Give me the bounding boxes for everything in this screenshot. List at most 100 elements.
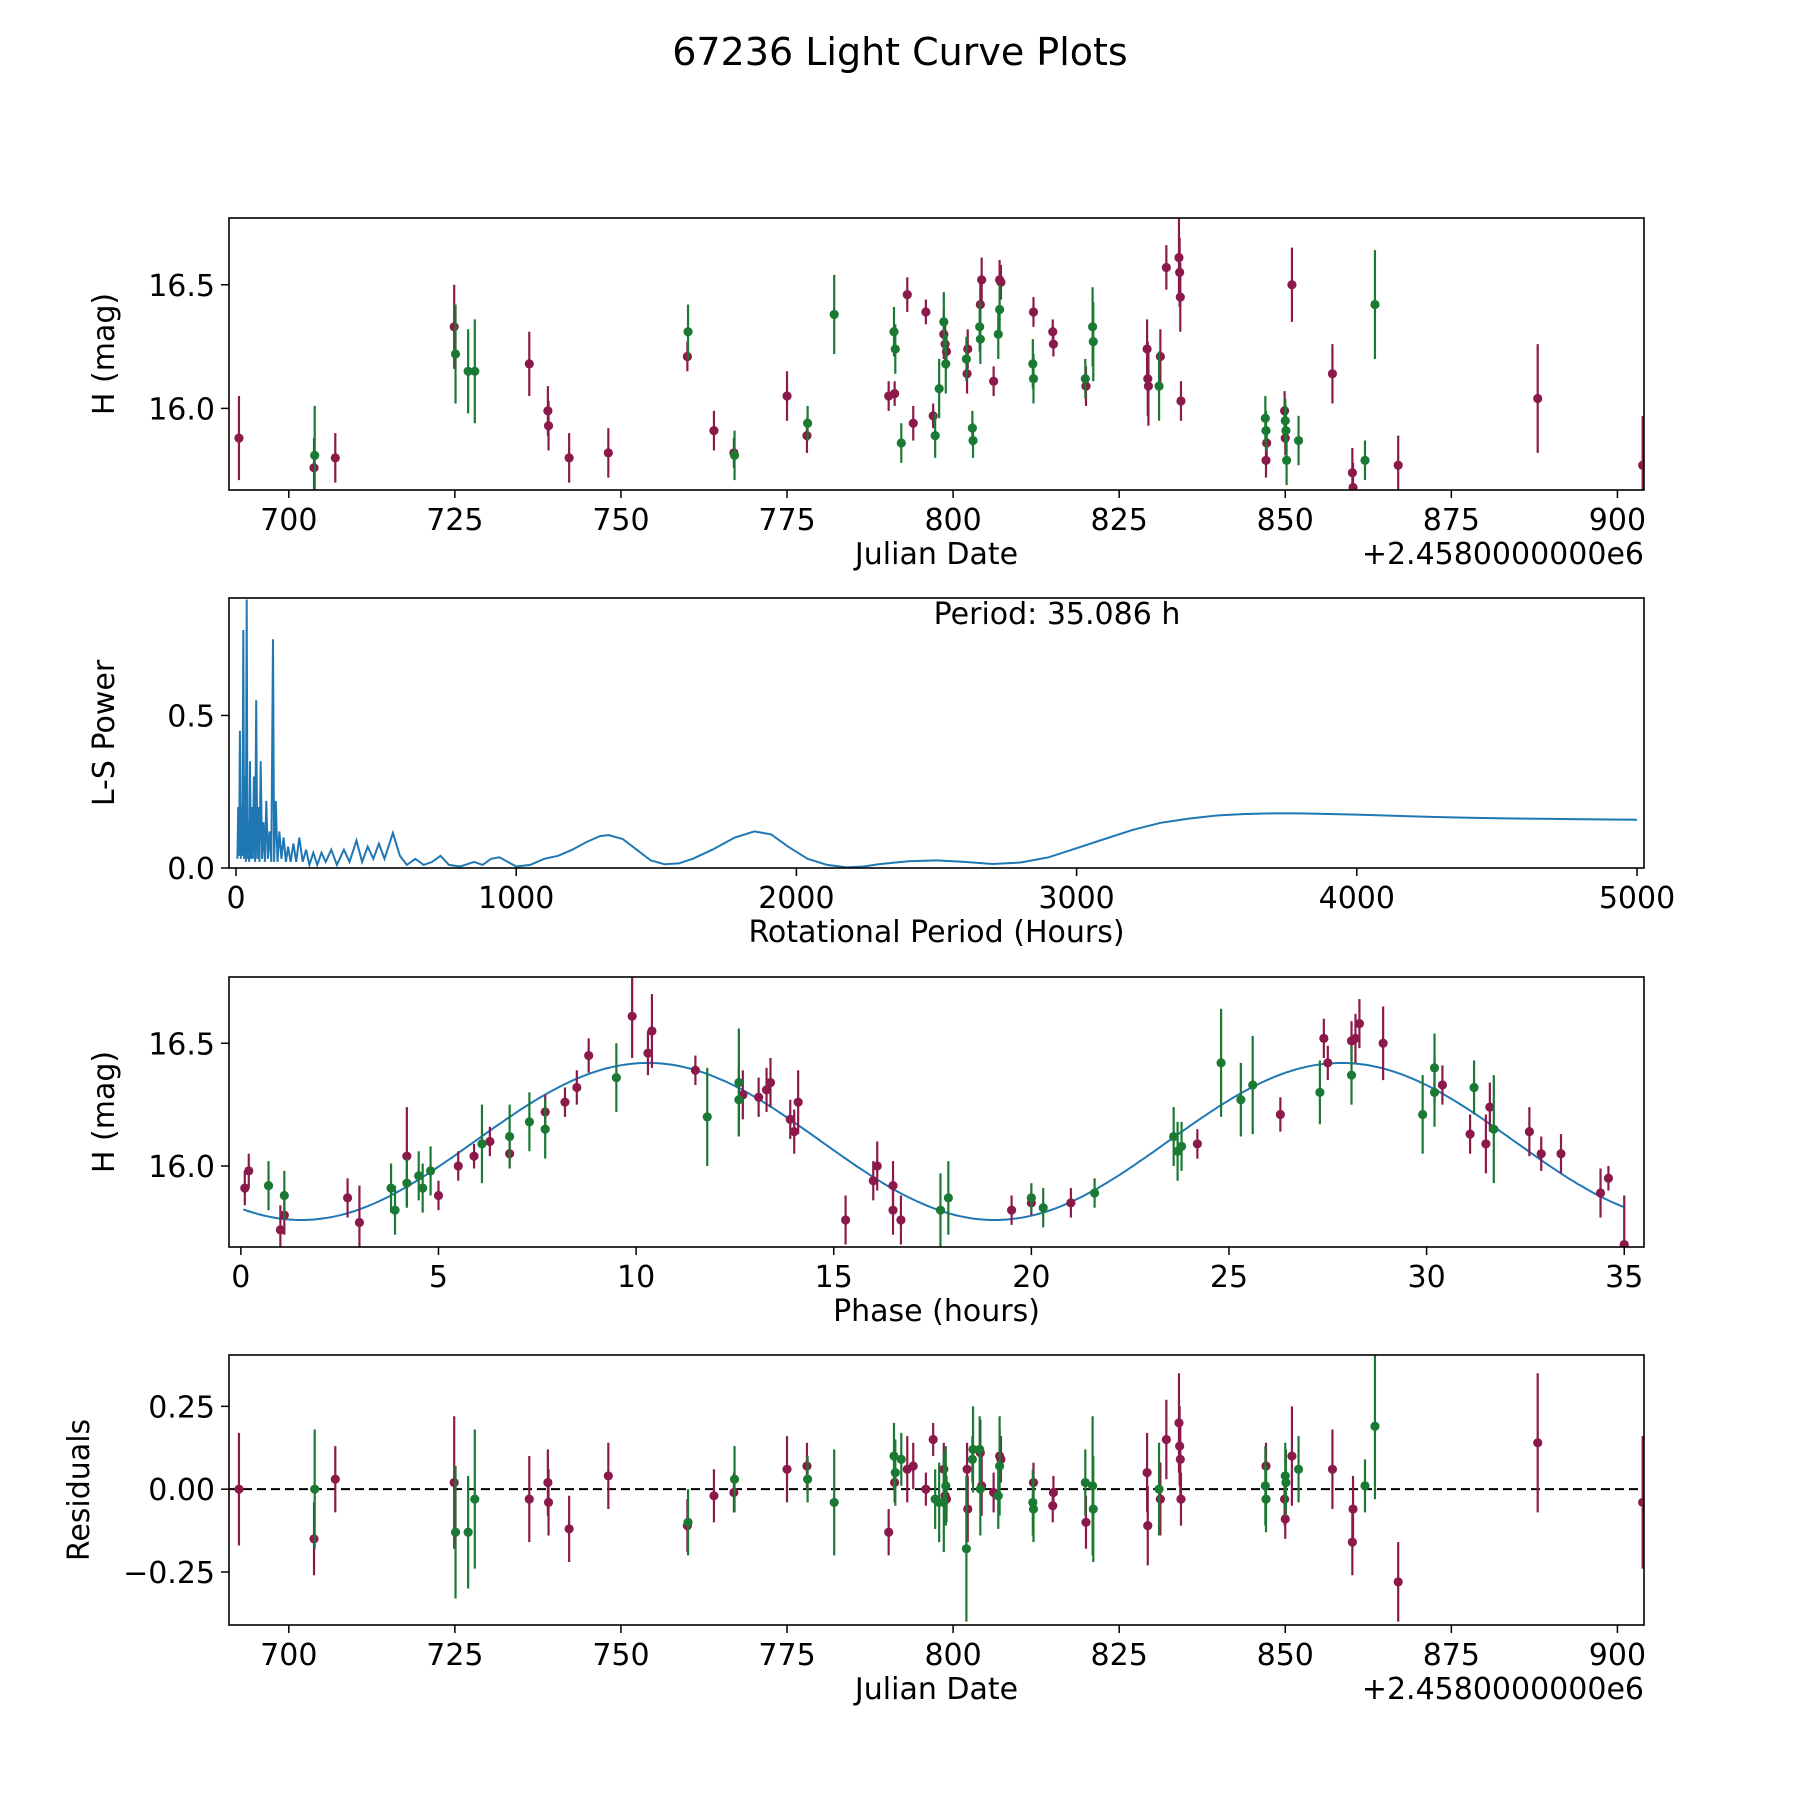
data-point <box>889 327 899 337</box>
data-point <box>939 1497 949 1508</box>
data-point <box>1088 337 1098 347</box>
x-tick-label: 1000 <box>478 881 554 916</box>
x-tick-label: 800 <box>924 1638 981 1673</box>
data-point <box>1378 1038 1388 1048</box>
data-point <box>330 453 340 463</box>
data-point <box>584 1050 594 1061</box>
data-point <box>310 1484 320 1494</box>
data-point <box>890 1468 900 1478</box>
data-point <box>1315 1087 1325 1097</box>
data-point <box>729 450 740 460</box>
data-point <box>627 1011 637 1021</box>
data-point <box>928 411 938 421</box>
data-point <box>765 1077 776 1088</box>
data-point <box>761 1085 772 1095</box>
x-tick-label: 20 <box>1012 1260 1050 1295</box>
data-point <box>993 1491 1003 1501</box>
data-point <box>921 1484 931 1494</box>
data-point <box>1154 381 1164 391</box>
data-point <box>977 275 987 285</box>
data-point <box>564 1524 574 1534</box>
data-point <box>840 1215 851 1225</box>
data-point <box>386 1183 396 1193</box>
x-tick-label: 4000 <box>1319 881 1395 916</box>
data-point <box>782 1464 792 1474</box>
x-tick-label: 3000 <box>1038 881 1114 916</box>
data-point <box>1370 299 1380 310</box>
x-tick-label: 875 <box>1423 503 1480 538</box>
period-annotation: Period: 35.086 h <box>934 597 1181 632</box>
x-tick-label: 0 <box>226 881 245 916</box>
data-point <box>962 1464 972 1474</box>
data-point <box>1161 1434 1171 1445</box>
data-point <box>1393 460 1403 470</box>
data-point <box>888 1181 898 1191</box>
data-point <box>1346 1070 1357 1080</box>
data-point <box>1465 1129 1475 1139</box>
data-point <box>263 1181 274 1191</box>
x-tick-label: 10 <box>617 1260 655 1295</box>
data-point <box>647 1026 657 1036</box>
lightcurve-plot-area <box>234 218 1644 490</box>
data-point <box>1176 1141 1187 1151</box>
data-point <box>1287 280 1297 290</box>
y-tick-label: 16.5 <box>148 269 215 304</box>
data-point <box>611 1073 621 1083</box>
data-point <box>603 448 613 458</box>
data-point <box>963 344 973 354</box>
data-point <box>1327 1464 1338 1474</box>
data-point <box>1161 262 1171 273</box>
data-point <box>1595 1188 1606 1198</box>
data-point <box>1293 435 1304 446</box>
data-point <box>449 1477 459 1488</box>
data-point <box>1080 374 1090 384</box>
data-point <box>1533 1438 1543 1448</box>
data-point <box>1370 1421 1380 1431</box>
data-point <box>1638 1497 1644 1508</box>
x-tick-label: 750 <box>592 1638 649 1673</box>
data-point <box>1350 1033 1361 1043</box>
data-point <box>342 1193 353 1203</box>
data-point <box>1489 1124 1499 1134</box>
data-point <box>572 1082 582 1093</box>
data-point <box>1066 1198 1076 1208</box>
data-point <box>1556 1149 1566 1159</box>
data-point <box>961 1544 971 1554</box>
data-point <box>1176 1494 1186 1504</box>
data-point <box>402 1151 412 1161</box>
data-point <box>1048 1487 1059 1498</box>
data-point <box>1354 1019 1365 1029</box>
data-point <box>709 1491 719 1501</box>
data-point <box>1360 1481 1370 1491</box>
x-tick-label: 875 <box>1423 1638 1480 1673</box>
data-point <box>1143 1521 1153 1531</box>
data-point <box>485 1136 495 1147</box>
data-point <box>1155 351 1165 362</box>
data-point <box>1175 1454 1185 1464</box>
data-point <box>1280 1514 1290 1524</box>
data-point <box>709 426 719 436</box>
x-tick-label: 725 <box>426 1638 483 1673</box>
data-point <box>1281 1477 1291 1488</box>
data-point <box>1603 1173 1614 1183</box>
data-point <box>754 1092 764 1102</box>
data-point <box>683 327 693 337</box>
data-point <box>890 344 900 354</box>
phase-plot-area <box>240 977 1629 1247</box>
data-point <box>330 1474 340 1484</box>
data-point <box>989 376 999 386</box>
y-tick-label: 0.5 <box>167 699 215 734</box>
x-tick-label: 5000 <box>1599 881 1675 916</box>
data-point <box>968 435 978 446</box>
data-point <box>896 1454 906 1464</box>
data-point <box>1155 1494 1165 1504</box>
data-point <box>1169 1131 1179 1142</box>
data-point <box>603 1471 613 1481</box>
x-tick-label: 25 <box>1210 1260 1248 1295</box>
data-point <box>1524 1127 1534 1137</box>
data-point <box>943 1193 953 1203</box>
data-point <box>244 1166 254 1176</box>
data-point <box>868 1176 878 1186</box>
data-point <box>963 1504 973 1514</box>
